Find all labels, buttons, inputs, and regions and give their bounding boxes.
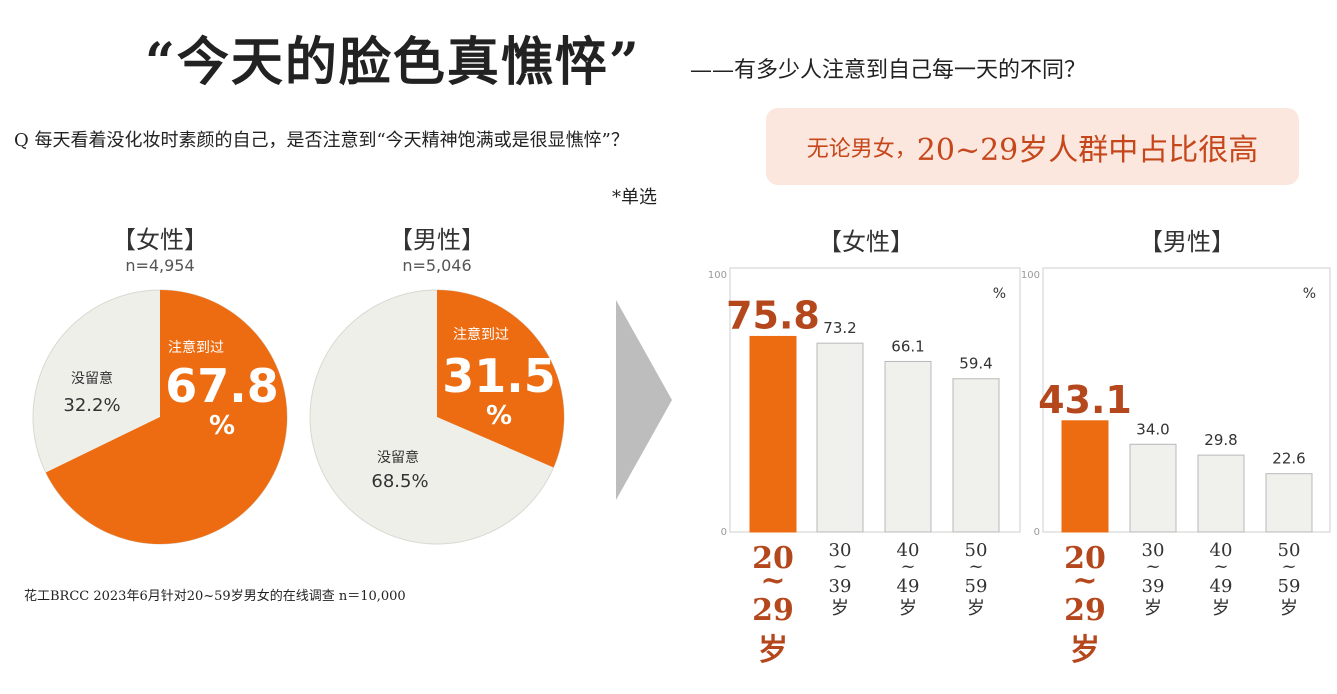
- x-tick-label: 岁: [831, 598, 849, 619]
- pie-slice-value: 67.8: [165, 359, 279, 413]
- y-tick-label: 100: [1021, 270, 1040, 281]
- x-tick-label: ~: [832, 556, 847, 577]
- x-tick-label: 49: [1210, 576, 1233, 597]
- x-tick-label: ~: [1072, 563, 1097, 598]
- bar-data-label: 73.2: [823, 319, 856, 337]
- pie-slice-unit: %: [486, 401, 512, 431]
- y-tick-label: 0: [1034, 527, 1040, 538]
- single-choice-note: *单选: [612, 187, 657, 208]
- bar: [816, 342, 864, 533]
- bar-data-label: 29.8: [1204, 431, 1237, 449]
- x-tick-label: 39: [829, 576, 852, 597]
- x-tick-label: 岁: [1212, 598, 1230, 619]
- pie-title: 【女性】: [112, 226, 208, 254]
- x-tick-label: ~: [1281, 556, 1296, 577]
- pie-slice: [437, 290, 564, 468]
- pie-slice-label: 注意到过: [453, 326, 509, 343]
- x-tick-label: 40: [1210, 540, 1233, 561]
- pie-title: 【男性】: [389, 226, 485, 254]
- bar-data-label: 75.8: [726, 293, 820, 337]
- x-tick-label: 59: [965, 576, 988, 597]
- bar: [749, 335, 797, 533]
- page-title: “今天的脸色真憔悴”: [145, 32, 641, 93]
- x-tick-label: 29: [752, 593, 794, 628]
- x-tick-label: 20: [1064, 541, 1106, 576]
- y-tick-label: 0: [721, 527, 727, 538]
- pie-slice-value: 68.5%: [371, 471, 428, 492]
- pie-slice-label: 注意到过: [168, 339, 224, 356]
- callout-highlight: 20~29岁人群中占比很高: [916, 132, 1259, 168]
- bar: [1265, 473, 1313, 533]
- x-tick-label: 岁: [1144, 598, 1162, 619]
- bar: [1129, 443, 1177, 533]
- x-tick-label: ~: [900, 556, 915, 577]
- page-subtitle: ——有多少人注意到自己每一天的不同？: [690, 58, 1087, 83]
- x-tick-label: 岁: [899, 598, 917, 619]
- x-tick-label: ~: [968, 556, 983, 577]
- x-tick-label: 50: [965, 540, 988, 561]
- pie-sample-size: n=5,046: [402, 256, 471, 275]
- bar: [952, 378, 1000, 533]
- bar: [1197, 454, 1245, 533]
- pie-sample-size: n=4,954: [125, 256, 194, 275]
- x-tick-label: 岁: [1280, 598, 1298, 619]
- callout-prefix: 无论男女，: [806, 136, 917, 162]
- x-tick-label: ~: [1213, 556, 1228, 577]
- x-tick-label: 岁: [967, 598, 985, 619]
- pie-slice-value: 31.5: [442, 349, 556, 403]
- x-tick-label: 40: [897, 540, 920, 561]
- bar-data-label: 34.0: [1136, 420, 1169, 438]
- bar: [884, 360, 932, 533]
- unit-label: %: [1303, 286, 1316, 302]
- pie-slice-unit: %: [209, 411, 235, 441]
- pie-slice: [45, 290, 288, 544]
- x-tick-label: 49: [897, 576, 920, 597]
- bar-data-label: 43.1: [1038, 378, 1132, 422]
- bar-data-label: 22.6: [1272, 450, 1305, 468]
- x-tick-label: 29: [1064, 593, 1106, 628]
- x-tick-label: 39: [1142, 576, 1165, 597]
- callout-box: 无论男女， 20~29岁人群中占比很高: [766, 108, 1299, 185]
- x-tick-label: 岁: [1070, 633, 1100, 668]
- unit-label: %: [993, 286, 1006, 302]
- x-tick-label: 50: [1278, 540, 1301, 561]
- x-tick-label: 59: [1278, 576, 1301, 597]
- source-note: 花工BRCC 2023年6月针对20~59岁男女的在线调查 n＝10,000: [24, 589, 406, 604]
- bar: [1061, 420, 1109, 533]
- survey-question: Q 每天看着没化妆时素颜的自己，是否注意到“今天精神饱满或是很显憔悴”？: [14, 130, 629, 151]
- x-tick-label: 20: [752, 541, 794, 576]
- x-tick-label: 30: [829, 540, 852, 561]
- pie-slice-label: 没留意: [377, 449, 419, 466]
- pie-slice-label: 没留意: [71, 370, 113, 387]
- arrow-icon: [616, 300, 672, 500]
- bar-data-label: 59.4: [959, 355, 992, 373]
- x-tick-label: 岁: [758, 633, 788, 668]
- pie-slice-value: 32.2%: [63, 395, 120, 416]
- bar-chart-title: 【男性】: [1139, 228, 1235, 256]
- y-tick-label: 100: [708, 270, 727, 281]
- x-tick-label: ~: [1145, 556, 1160, 577]
- bar-chart-title: 【女性】: [818, 228, 914, 256]
- bar-data-label: 66.1: [891, 337, 924, 355]
- x-tick-label: 30: [1142, 540, 1165, 561]
- x-tick-label: ~: [760, 563, 785, 598]
